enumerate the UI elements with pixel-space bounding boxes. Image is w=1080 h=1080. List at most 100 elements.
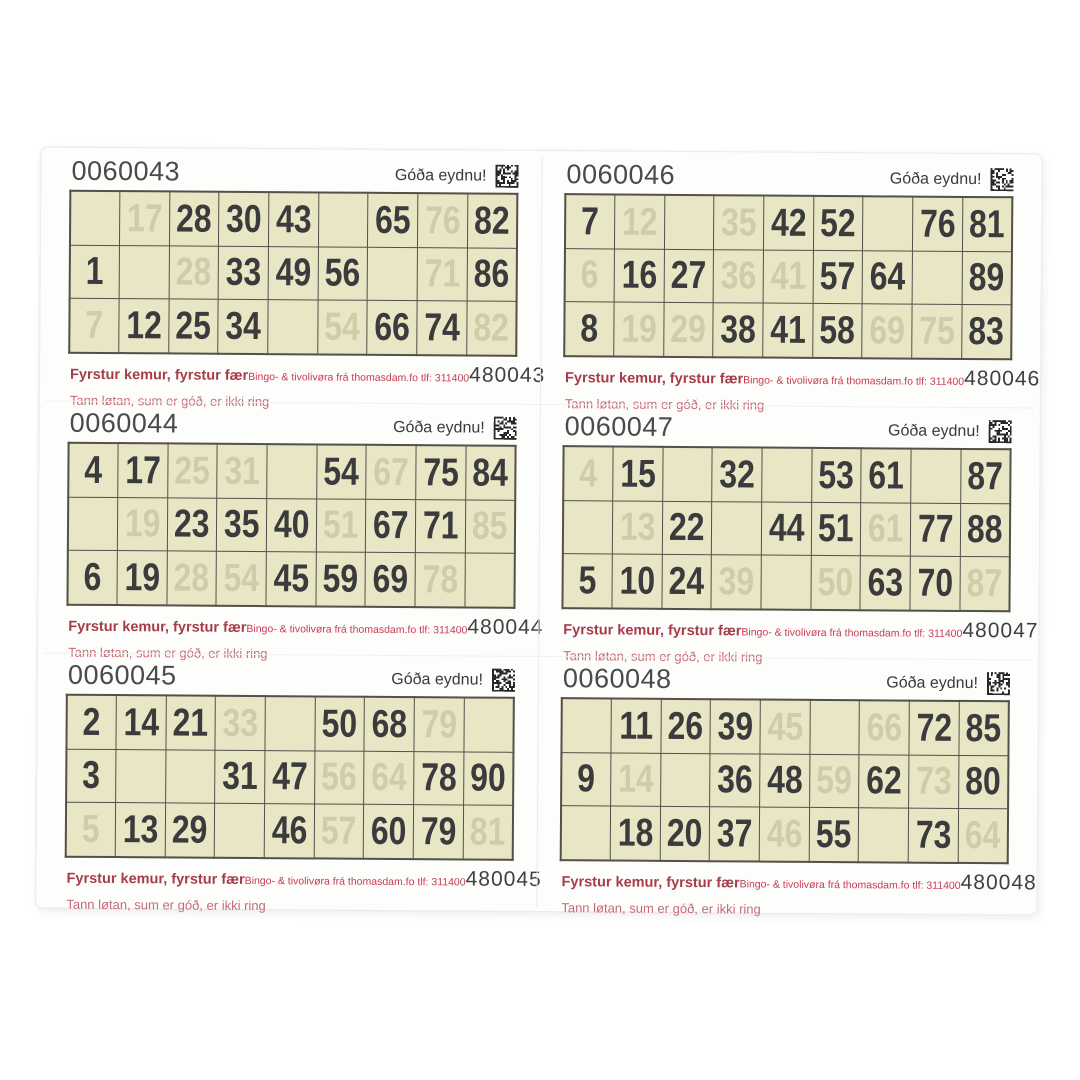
cell-number: 69 <box>372 557 409 602</box>
bingo-cell: 15 <box>612 446 663 502</box>
bingo-cell: 69 <box>365 552 416 608</box>
bingo-cell: 45 <box>760 699 811 755</box>
card-footer: Fyrstur kemur, fyrstur fær Bingo- & tivo… <box>66 613 543 640</box>
cell-number: 64 <box>869 255 906 300</box>
bingo-cell: 14 <box>116 695 167 750</box>
bingo-cell <box>910 448 961 504</box>
bingo-cell: 17 <box>117 443 168 498</box>
ghost-print-through-number: 87 <box>966 562 1003 606</box>
bingo-cell: 61 <box>861 448 912 503</box>
bingo-cell: 82 <box>467 193 518 249</box>
bingo-cell: 80 <box>958 755 1009 810</box>
cell-number: 38 <box>720 308 757 352</box>
batch-number: 480044 <box>467 615 544 640</box>
bingo-cell: 71 <box>417 247 468 302</box>
bingo-number-grid: 4 15 32 53 61 87 13 22 44 51 61 77 88 5 10 24 39 50 63 70 87 <box>561 445 1012 613</box>
cell-number: 72 <box>916 706 952 750</box>
bingo-cell: 35 <box>216 497 267 552</box>
card-header: 0060047 Góða eydnu! <box>565 411 1012 444</box>
bingo-cell <box>463 697 514 753</box>
bingo-cell: 42 <box>763 195 814 251</box>
bingo-cell: 23 <box>167 497 218 552</box>
bingo-cell: 33 <box>215 695 266 751</box>
cell-number: 25 <box>175 304 212 348</box>
bingo-number-grid: 4 17 25 31 54 67 75 84 19 23 35 40 51 67 71 85 6 19 28 54 45… <box>66 441 517 609</box>
ghost-print-through-number: 67 <box>373 450 410 494</box>
ghost-print-through-number: 64 <box>371 756 407 800</box>
bingo-cell: 13 <box>115 802 166 858</box>
bingo-cell: 68 <box>364 696 415 752</box>
card-header-right: Góða eydnu! <box>886 671 1011 696</box>
ghost-print-through-number: 56 <box>321 755 358 800</box>
cell-number: 53 <box>818 453 855 498</box>
cell-number: 59 <box>322 557 359 601</box>
cell-number: 81 <box>969 202 1005 247</box>
cell-number: 16 <box>621 254 658 298</box>
bingo-cell: 67 <box>365 499 416 553</box>
bingo-cell: 19 <box>117 550 168 606</box>
cell-number: 61 <box>868 454 905 498</box>
bingo-cell: 4 <box>68 442 119 498</box>
bingo-cell <box>562 500 613 555</box>
bingo-cell: 19 <box>613 302 664 357</box>
cell-number: 30 <box>226 197 262 241</box>
cell-number: 33 <box>225 251 262 295</box>
cell-number: 63 <box>867 561 904 605</box>
cell-number: 78 <box>420 756 457 800</box>
bingo-cell: 16 <box>614 248 665 303</box>
cell-number: 31 <box>222 755 259 799</box>
bingo-cell: 6 <box>564 248 615 303</box>
bingo-cell: 88 <box>960 503 1011 558</box>
bingo-cell: 8 <box>564 301 615 357</box>
cell-number: 55 <box>816 813 852 857</box>
bingo-cell: 50 <box>810 555 861 611</box>
ghost-print-through-number: 76 <box>424 199 461 243</box>
cell-number: 37 <box>716 812 753 856</box>
card-header-right: Góða eydnu! <box>890 167 1014 192</box>
cell-number: 26 <box>667 704 704 749</box>
bingo-card: 0060047 Góða eydnu! 4 15 32 53 61 87 13 22 44 51 6… <box>561 411 1039 666</box>
bingo-cell: 66 <box>859 700 910 755</box>
cell-number: 73 <box>915 813 952 858</box>
bingo-cell: 57 <box>313 804 365 859</box>
bingo-cell: 33 <box>218 245 269 300</box>
bingo-cell: 31 <box>215 749 266 804</box>
cell-number: 57 <box>819 255 856 299</box>
vendor-contact-text: Bingo- & tivolivøra frá thomasdam.fo tlf… <box>244 874 466 889</box>
bingo-card: 0060046 Góða eydnu! 7 12 35 42 52 76 81 6 16 27 36… <box>563 159 1040 414</box>
ghost-print-through-number: 4 <box>579 452 598 496</box>
bingo-cell: 65 <box>367 192 418 248</box>
cell-number: 82 <box>474 199 510 243</box>
batch-number: 480048 <box>960 870 1037 895</box>
cell-number: 9 <box>577 757 596 801</box>
bingo-cell: 17 <box>119 191 170 246</box>
ghost-print-through-number: 5 <box>81 807 101 852</box>
card-serial-number: 0060048 <box>562 663 672 694</box>
bingo-cell: 55 <box>808 807 860 863</box>
vendor-contact-text: Bingo- & tivolivøra frá thomasdam.fo tlf… <box>739 878 961 892</box>
card-serial-number: 0060045 <box>67 659 177 691</box>
ghost-print-through-number: 28 <box>175 250 212 295</box>
cell-number: 36 <box>717 758 753 802</box>
cell-number: 42 <box>770 201 807 245</box>
bingo-cell: 62 <box>859 754 910 809</box>
bingo-cell: 27 <box>663 249 714 303</box>
cell-number: 76 <box>919 202 956 246</box>
bingo-cell: 5 <box>65 802 116 858</box>
cell-number: 50 <box>321 702 358 746</box>
cell-number: 49 <box>275 251 312 295</box>
bingo-cell <box>761 555 812 610</box>
ghost-print-through-number: 39 <box>718 560 755 604</box>
bingo-cell: 75 <box>415 445 466 500</box>
card-footer: Fyrstur kemur, fyrstur fær Bingo- & tivo… <box>64 865 542 892</box>
ghost-print-through-number: 41 <box>770 255 807 299</box>
bingo-cell: 87 <box>960 448 1011 504</box>
bingo-cell: 82 <box>466 301 517 356</box>
ghost-print-through-number: 33 <box>222 701 259 745</box>
cell-number: 10 <box>619 559 656 603</box>
cell-number: 35 <box>223 503 260 547</box>
bingo-cell: 57 <box>812 250 863 305</box>
ghost-print-through-number: 45 <box>767 705 804 749</box>
bingo-cell: 81 <box>962 196 1013 252</box>
bingo-cell: 40 <box>266 498 317 553</box>
